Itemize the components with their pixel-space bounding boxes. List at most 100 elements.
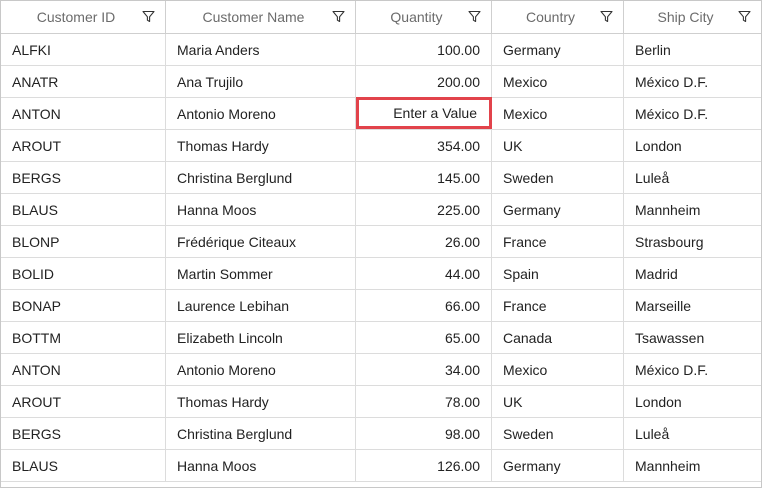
country-cell[interactable]: UK bbox=[492, 130, 624, 161]
quantity-cell[interactable]: 78.00 bbox=[356, 386, 492, 417]
quantity-cell[interactable]: 100.00 bbox=[356, 34, 492, 65]
customer-id-cell[interactable]: ANATR bbox=[1, 66, 166, 97]
column-header-label: Quantity bbox=[364, 9, 483, 25]
customer-name-cell[interactable]: Laurence Lebihan bbox=[166, 290, 356, 321]
customer-id-cell[interactable]: ANTON bbox=[1, 98, 166, 129]
customer-name-cell[interactable]: Elizabeth Lincoln bbox=[166, 322, 356, 353]
table-row[interactable]: AROUT Thomas Hardy 78.00 UK London bbox=[1, 386, 761, 418]
table-row[interactable]: ANATR Ana Trujilo 200.00 Mexico México D.F. bbox=[1, 66, 761, 98]
customer-id-cell[interactable]: BLAUS bbox=[1, 194, 166, 225]
table-row[interactable]: BOLID Martin Sommer 44.00 Spain Madrid bbox=[1, 258, 761, 290]
country-cell[interactable]: Canada bbox=[492, 322, 624, 353]
customer-name-cell[interactable]: Martin Sommer bbox=[166, 258, 356, 289]
ship-city-cell[interactable]: Madrid bbox=[624, 258, 761, 289]
country-cell[interactable]: France bbox=[492, 290, 624, 321]
ship-city-cell[interactable]: Marseille bbox=[624, 290, 761, 321]
ship-city-cell[interactable]: Mannheim bbox=[624, 450, 761, 481]
customer-name-cell[interactable]: Ana Trujilo bbox=[166, 66, 356, 97]
customer-id-cell[interactable]: BERGS bbox=[1, 162, 166, 193]
customer-name-cell[interactable]: Christina Berglund bbox=[166, 418, 356, 449]
quantity-cell[interactable]: 200.00 bbox=[356, 66, 492, 97]
quantity-cell[interactable]: 44.00 bbox=[356, 258, 492, 289]
quantity-cell[interactable]: 34.00 bbox=[356, 354, 492, 385]
column-header-country[interactable]: Country bbox=[492, 1, 624, 33]
quantity-input[interactable] bbox=[367, 105, 477, 121]
table-row[interactable]: BONAP Laurence Lebihan 66.00 France Marseill… bbox=[1, 290, 761, 322]
country-cell[interactable]: Mexico bbox=[492, 98, 624, 129]
ship-city-cell[interactable]: Luleå bbox=[624, 162, 761, 193]
quantity-cell[interactable]: 26.00 bbox=[356, 226, 492, 257]
column-header-ship-city[interactable]: Ship City bbox=[624, 1, 761, 33]
ship-city-cell[interactable]: México D.F. bbox=[624, 354, 761, 385]
country-cell[interactable]: Spain bbox=[492, 258, 624, 289]
customer-id-cell[interactable]: AROUT bbox=[1, 130, 166, 161]
quantity-cell[interactable]: 354.00 bbox=[356, 130, 492, 161]
filter-icon[interactable] bbox=[468, 10, 481, 23]
customer-id-cell[interactable]: ANTON bbox=[1, 354, 166, 385]
ship-city-cell[interactable]: Tsawassen bbox=[624, 322, 761, 353]
ship-city-cell[interactable]: Strasbourg bbox=[624, 226, 761, 257]
ship-city-cell[interactable]: Luleå bbox=[624, 418, 761, 449]
customer-name-cell[interactable]: Antonio Moreno bbox=[166, 98, 356, 129]
table-row[interactable]: BLAUS Hanna Moos 225.00 Germany Mannheim bbox=[1, 194, 761, 226]
column-header-label: Ship City bbox=[632, 9, 753, 25]
filter-icon[interactable] bbox=[600, 10, 613, 23]
customer-name-cell[interactable]: Antonio Moreno bbox=[166, 354, 356, 385]
table-row[interactable]: ANTON Antonio Moreno 34.00 Mexico México D.F… bbox=[1, 354, 761, 386]
quantity-cell[interactable]: 98.00 bbox=[356, 418, 492, 449]
country-cell[interactable]: Germany bbox=[492, 194, 624, 225]
customer-id-cell[interactable]: BERGS bbox=[1, 418, 166, 449]
column-header-label: Country bbox=[500, 9, 615, 25]
ship-city-cell[interactable]: Berlin bbox=[624, 34, 761, 65]
column-header-label: Customer Name bbox=[174, 9, 347, 25]
country-cell[interactable]: Mexico bbox=[492, 354, 624, 385]
customer-name-cell[interactable]: Maria Anders bbox=[166, 34, 356, 65]
customer-name-cell[interactable]: Thomas Hardy bbox=[166, 386, 356, 417]
ship-city-cell[interactable]: London bbox=[624, 130, 761, 161]
country-cell[interactable]: Sweden bbox=[492, 418, 624, 449]
customer-id-cell[interactable]: ALFKI bbox=[1, 34, 166, 65]
customer-name-cell[interactable]: Hanna Moos bbox=[166, 450, 356, 481]
customer-id-cell[interactable]: BLAUS bbox=[1, 450, 166, 481]
header-row: Customer ID Customer Name Quantity Count… bbox=[1, 1, 761, 34]
ship-city-cell[interactable]: London bbox=[624, 386, 761, 417]
country-cell[interactable]: Germany bbox=[492, 34, 624, 65]
table-row[interactable]: BOTTM Elizabeth Lincoln 65.00 Canada Tsawass… bbox=[1, 322, 761, 354]
table-row[interactable]: BERGS Christina Berglund 145.00 Sweden Luleå bbox=[1, 162, 761, 194]
quantity-cell[interactable]: 66.00 bbox=[356, 290, 492, 321]
ship-city-cell[interactable]: México D.F. bbox=[624, 98, 761, 129]
table-row[interactable]: BLONP Frédérique Citeaux 26.00 France Strasb… bbox=[1, 226, 761, 258]
filter-icon[interactable] bbox=[142, 10, 155, 23]
quantity-cell[interactable]: 145.00 bbox=[356, 162, 492, 193]
column-header-customer-id[interactable]: Customer ID bbox=[1, 1, 166, 33]
country-cell[interactable]: Germany bbox=[492, 450, 624, 481]
customer-name-cell[interactable]: Frédérique Citeaux bbox=[166, 226, 356, 257]
filter-icon[interactable] bbox=[738, 10, 751, 23]
table-row[interactable]: BERGS Christina Berglund 98.00 Sweden Luleå bbox=[1, 418, 761, 450]
customer-id-cell[interactable]: AROUT bbox=[1, 386, 166, 417]
quantity-cell[interactable]: 126.00 bbox=[356, 450, 492, 481]
country-cell[interactable]: Mexico bbox=[492, 66, 624, 97]
customer-name-cell[interactable]: Christina Berglund bbox=[166, 162, 356, 193]
country-cell[interactable]: Sweden bbox=[492, 162, 624, 193]
customer-id-cell[interactable]: BLONP bbox=[1, 226, 166, 257]
quantity-edit-cell[interactable] bbox=[356, 97, 492, 129]
customer-name-cell[interactable]: Thomas Hardy bbox=[166, 130, 356, 161]
filter-icon[interactable] bbox=[332, 10, 345, 23]
country-cell[interactable]: UK bbox=[492, 386, 624, 417]
column-header-quantity[interactable]: Quantity bbox=[356, 1, 492, 33]
customer-name-cell[interactable]: Hanna Moos bbox=[166, 194, 356, 225]
table-row[interactable]: AROUT Thomas Hardy 354.00 UK London bbox=[1, 130, 761, 162]
quantity-cell[interactable]: 225.00 bbox=[356, 194, 492, 225]
ship-city-cell[interactable]: México D.F. bbox=[624, 66, 761, 97]
customer-id-cell[interactable]: BOTTM bbox=[1, 322, 166, 353]
quantity-cell[interactable]: 65.00 bbox=[356, 322, 492, 353]
customer-id-cell[interactable]: BONAP bbox=[1, 290, 166, 321]
table-row[interactable]: ALFKI Maria Anders 100.00 Germany Berlin bbox=[1, 34, 761, 66]
table-row[interactable]: BLAUS Hanna Moos 126.00 Germany Mannheim bbox=[1, 450, 761, 482]
column-header-customer-name[interactable]: Customer Name bbox=[166, 1, 356, 33]
customer-id-cell[interactable]: BOLID bbox=[1, 258, 166, 289]
ship-city-cell[interactable]: Mannheim bbox=[624, 194, 761, 225]
country-cell[interactable]: France bbox=[492, 226, 624, 257]
